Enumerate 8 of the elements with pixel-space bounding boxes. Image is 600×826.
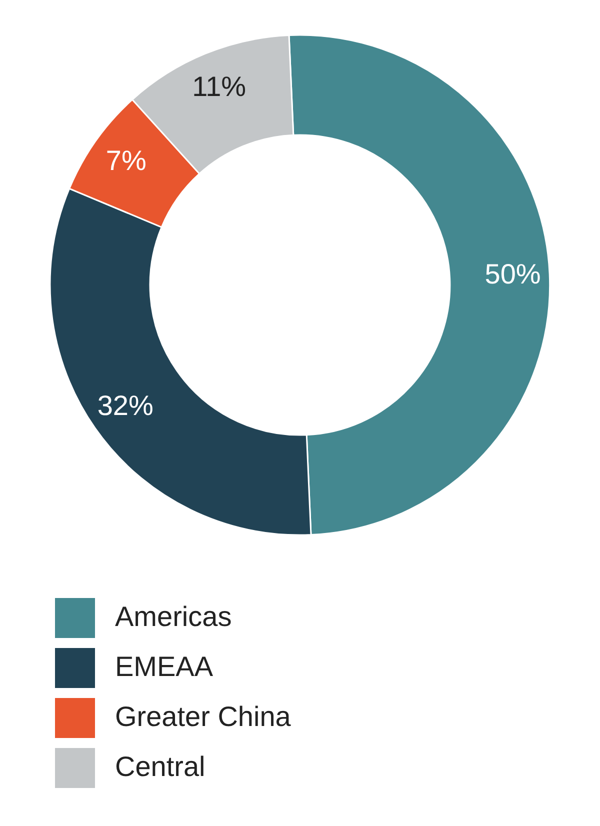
legend-label: Central xyxy=(115,751,206,782)
legend-label: Americas xyxy=(115,601,232,632)
data-label: 7% xyxy=(106,144,146,176)
legend-label: Greater China xyxy=(115,701,292,732)
legend-label: EMEAA xyxy=(115,651,214,682)
data-label: 50% xyxy=(484,258,541,290)
data-label: 32% xyxy=(97,390,154,421)
data-label: 11% xyxy=(192,70,246,102)
